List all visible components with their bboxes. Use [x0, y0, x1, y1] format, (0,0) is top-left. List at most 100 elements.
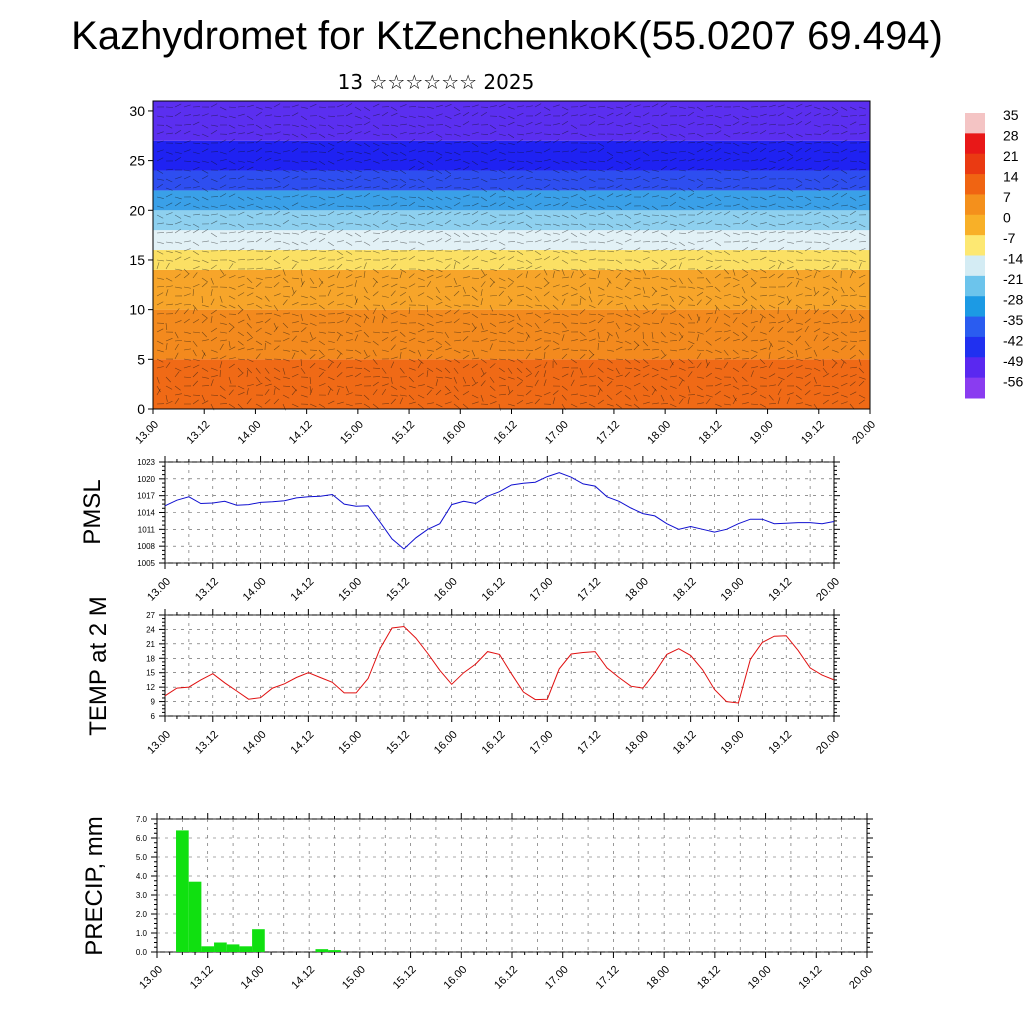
wind-barb	[633, 327, 640, 333]
wind-barb	[273, 259, 280, 265]
wind-barb	[768, 223, 776, 227]
wind-barb	[804, 286, 812, 291]
wind-barb	[219, 268, 225, 275]
wind-barb	[849, 391, 857, 396]
wind-barb	[741, 362, 747, 369]
wind-barb	[408, 349, 416, 354]
wind-barb	[813, 376, 817, 384]
wind-barb	[228, 346, 236, 351]
wind-barb	[192, 307, 196, 315]
wind-barb	[390, 356, 398, 360]
wind-barb	[183, 394, 191, 397]
wind-barb	[633, 293, 641, 297]
wind-barb	[381, 133, 389, 136]
wind-barb	[750, 403, 758, 405]
wind-barb	[858, 168, 866, 171]
wind-barb	[732, 268, 736, 276]
colorbar-label: 35	[1003, 107, 1019, 123]
wind-barb	[732, 283, 740, 288]
wind-barb	[705, 295, 713, 300]
wind-barb	[606, 381, 613, 387]
wind-barb	[750, 320, 758, 324]
colorbar-label: 28	[1003, 128, 1019, 144]
wind-barb	[273, 388, 276, 396]
wind-barb	[489, 178, 498, 180]
wind-barb	[561, 169, 569, 173]
wind-barb	[282, 322, 289, 329]
wind-barb	[183, 130, 191, 135]
wind-barb	[678, 295, 686, 299]
wind-barb	[489, 158, 497, 162]
wind-barb	[768, 194, 776, 198]
wind-barb	[372, 281, 378, 288]
wind-barb	[804, 223, 812, 225]
wind-barb	[651, 308, 657, 315]
y-tick-label: 0	[137, 401, 145, 417]
wind-barb	[516, 241, 524, 245]
wind-barb	[174, 228, 181, 234]
wind-barb	[633, 149, 641, 153]
wind-barb	[723, 195, 731, 198]
wind-barb	[768, 259, 776, 263]
wind-barb	[795, 376, 803, 379]
wind-barb	[156, 183, 164, 189]
wind-barb	[300, 340, 308, 343]
wind-barb	[849, 319, 857, 324]
wind-barb	[219, 184, 227, 189]
wind-barb	[309, 231, 317, 234]
wind-barb	[363, 250, 371, 253]
wind-barb	[687, 178, 695, 182]
wind-barb	[255, 382, 263, 387]
wind-barb	[327, 265, 335, 270]
wind-barb	[624, 166, 632, 171]
wind-barb	[462, 331, 471, 333]
wind-barb	[408, 367, 416, 371]
y-tick-label: 27	[146, 611, 155, 620]
wind-barb	[291, 313, 299, 317]
wind-barb	[669, 258, 677, 261]
wind-barb	[687, 366, 695, 369]
wind-barb	[705, 194, 713, 198]
wind-barb	[498, 340, 506, 343]
wind-barb	[273, 123, 281, 126]
wind-barb	[489, 250, 497, 255]
wind-barb	[687, 277, 693, 284]
wind-barb	[588, 258, 596, 261]
wind-barb	[480, 259, 488, 263]
precip-bar	[328, 950, 341, 952]
wind-barb	[543, 379, 547, 387]
wind-barb	[858, 316, 863, 324]
wind-barb	[759, 304, 766, 311]
wind-barb	[381, 284, 389, 288]
wind-barb	[624, 328, 632, 333]
wind-barb	[615, 141, 623, 144]
wind-barb	[759, 205, 767, 208]
wind-barb	[633, 313, 641, 318]
wind-barb	[831, 277, 838, 284]
wind-barb	[282, 376, 290, 379]
wind-barb	[714, 241, 721, 247]
wind-barb	[264, 142, 272, 145]
wind-barb	[633, 157, 641, 162]
wind-barb	[381, 159, 389, 162]
wind-barb	[498, 241, 506, 246]
wind-barb	[642, 151, 650, 156]
wind-barb	[813, 271, 818, 279]
wind-barb	[588, 338, 596, 342]
wind-barb	[444, 340, 451, 346]
wind-barb	[219, 403, 228, 405]
wind-barb	[714, 212, 722, 216]
wind-barb	[831, 349, 839, 353]
wind-barb	[669, 285, 677, 288]
wind-barb	[480, 111, 488, 117]
wind-barb	[507, 340, 515, 344]
colorbar-swatch	[965, 336, 985, 358]
wind-barb	[822, 331, 830, 335]
x-tick-label: 17.12	[594, 964, 622, 992]
wind-barb	[624, 403, 632, 407]
wind-barb	[489, 331, 497, 335]
wind-barb	[687, 313, 692, 321]
wind-barb	[822, 336, 829, 342]
wind-barb	[390, 169, 398, 173]
wind-barb	[444, 232, 452, 237]
